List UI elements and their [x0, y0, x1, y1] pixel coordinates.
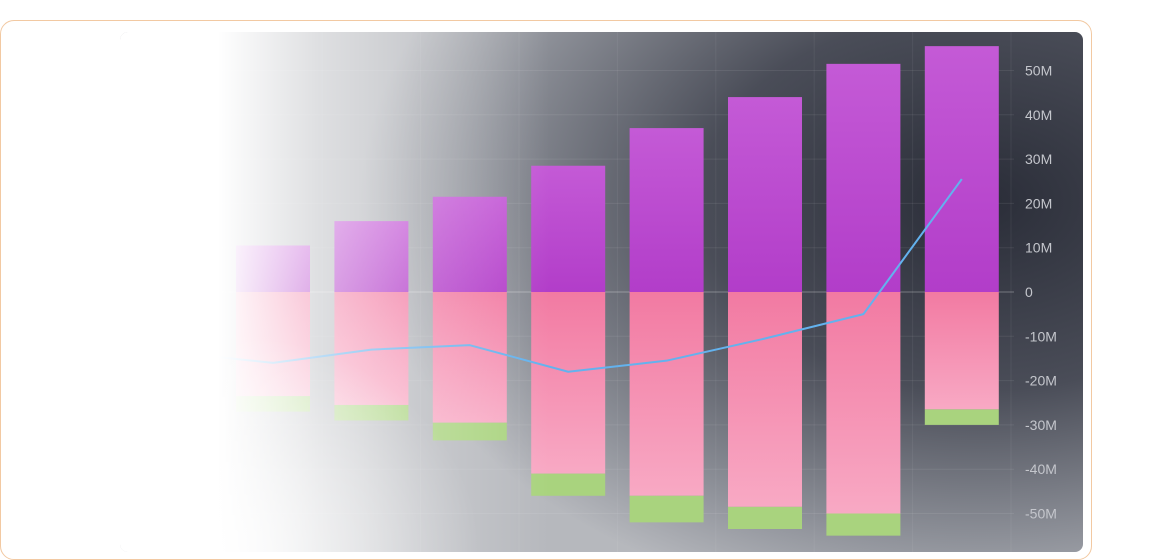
- y-tick-label: 10M: [1025, 240, 1052, 256]
- bar-positive: [630, 128, 704, 292]
- bar-negative-secondary: [925, 409, 999, 425]
- bar-negative-secondary: [630, 496, 704, 523]
- bar-positive: [236, 245, 310, 292]
- bar-negative: [236, 292, 310, 396]
- bar-positive: [925, 46, 999, 292]
- bar-positive: [728, 97, 802, 292]
- y-tick-label: -10M: [1025, 328, 1057, 344]
- bar-negative: [826, 292, 900, 514]
- y-tick-label: -20M: [1025, 373, 1057, 389]
- bar-positive: [433, 197, 507, 292]
- y-tick-label: 40M: [1025, 107, 1052, 123]
- y-tick-label: 30M: [1025, 151, 1052, 167]
- chart-card: 50M 40M 30M 20M 10M 0 -10M -20M -30M -40M -50M: [120, 32, 1083, 552]
- y-tick-label: 20M: [1025, 195, 1052, 211]
- y-tick-label: 50M: [1025, 63, 1052, 79]
- bar-negative-secondary: [728, 507, 802, 529]
- bar-positive: [531, 166, 605, 292]
- bar-negative: [433, 292, 507, 423]
- bar-negative: [531, 292, 605, 474]
- y-tick-label: -50M: [1025, 506, 1057, 522]
- bar-positive: [334, 221, 408, 292]
- bar-negative-secondary: [826, 514, 900, 536]
- bar-negative-secondary: [433, 423, 507, 441]
- chart-svg: 50M 40M 30M 20M 10M 0 -10M -20M -30M -40M -50M: [120, 32, 1083, 552]
- bar-negative: [925, 292, 999, 409]
- bar-positive: [826, 64, 900, 292]
- bar-negative-secondary: [236, 396, 310, 412]
- bar-negative: [630, 292, 704, 496]
- y-tick-label: -30M: [1025, 417, 1057, 433]
- bar-negative-secondary: [531, 474, 605, 496]
- bar-negative: [728, 292, 802, 507]
- bar-negative-secondary: [334, 405, 408, 421]
- y-tick-label: 0: [1025, 284, 1033, 300]
- y-tick-label: -40M: [1025, 461, 1057, 477]
